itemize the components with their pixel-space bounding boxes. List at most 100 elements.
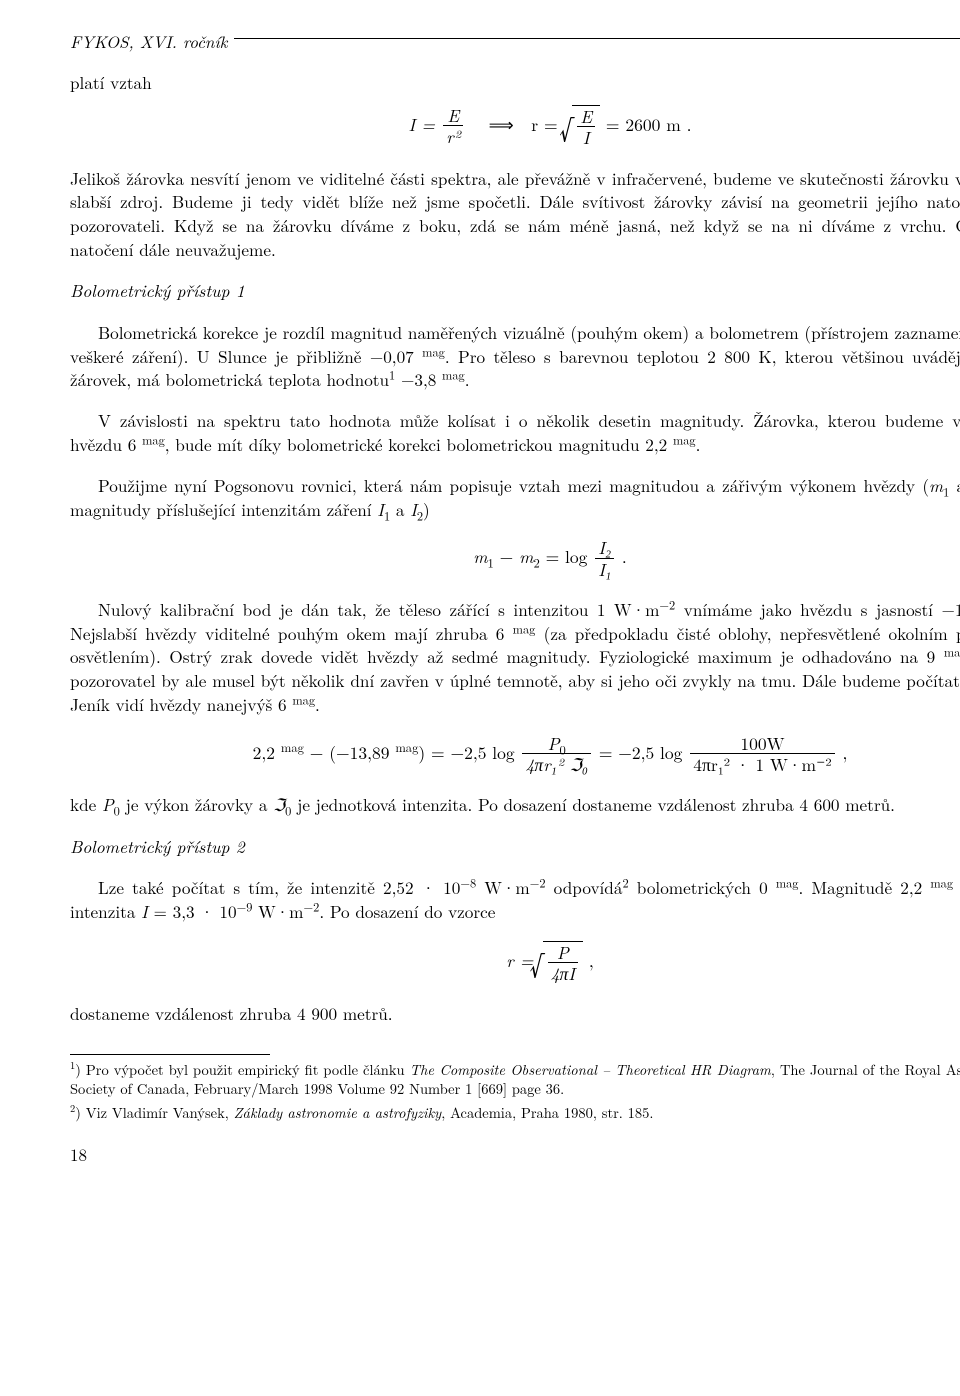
paragraph-2c: Použijme nyní Pogsonovu rovnici, která n…	[70, 474, 960, 521]
p2a-sup-mag: mag	[422, 342, 445, 360]
eq1-frac-den: r²	[443, 126, 463, 148]
p4-mid1: je výkon žárovky a	[120, 792, 273, 816]
p3-pre: Nulový kalibrační bod je dán tak, že těl…	[98, 597, 659, 621]
eq3-sup-mag: mag	[281, 738, 304, 756]
p2a-sup-mag2: mag	[442, 366, 465, 384]
p5-sup-n9: −9	[237, 897, 253, 915]
running-head: FYKOS, XVI. ročník	[70, 30, 960, 53]
p4-mid2: je jednotková intenzita. Po dosazení dos…	[291, 792, 895, 816]
eq3-c: ) = −2,5 log	[418, 739, 520, 764]
eq3-frac1: P0 4πr₁² ℑ₀	[522, 734, 591, 776]
p2c-and2: a	[390, 497, 410, 521]
p5-sup-n2: −2	[530, 873, 546, 891]
footnote-1: 1) Pro výpočet byl použit empirický fit …	[70, 1061, 960, 1100]
p2c-pre: Použijme nyní Pogsonovu rovnici, která n…	[98, 473, 929, 497]
footnote-2: 2) Viz Vladimír Vanýsek, Základy astrono…	[70, 1104, 960, 1124]
eq1-sqrt-arg: E I	[572, 105, 600, 149]
eq2-frac-num: I₂	[595, 538, 614, 558]
eq4-sqrt-arg: P 4πI	[543, 941, 583, 985]
paragraph-5: Lze také počítat s tím, že intenzitě 2,5…	[70, 876, 960, 923]
footnotes: 1) Pro výpočet byl použit empirický fit …	[70, 1061, 960, 1124]
fn2-ital: Základy astronomie a astrofyziky	[234, 1103, 442, 1123]
p5-sup-n2b: −2	[304, 897, 320, 915]
eq2-minus: −	[494, 544, 519, 569]
equation-3: 2,2 mag − (−13,89 mag) = −2,5 log P0 4πr…	[70, 734, 960, 776]
paragraph-4: kde P0 je výkon žárovky a ℑ0 je jednotko…	[70, 793, 960, 817]
paragraph-3: Nulový kalibrační bod je dán tak, že těl…	[70, 598, 960, 717]
equation-1: I = E r² ⟹ r = √ E I = 2600 m .	[70, 105, 960, 149]
eq1-rhs: = 2600 m .	[606, 112, 692, 137]
paragraph-6: dostaneme vzdálenost zhruba 4 900 metrů.	[70, 1002, 960, 1026]
heading-bolo-1: Bolometrický přístup 1	[70, 279, 960, 303]
p2b-sup2: mag	[673, 430, 696, 448]
p5-sup-mag2: mag	[930, 873, 953, 891]
equation-2: m1 − m2 = log I₂ I₁ .	[70, 538, 960, 580]
fn1-ital: The Composite Observational – Theore­tic…	[410, 1060, 771, 1080]
eq4-num: P	[548, 943, 578, 963]
p3-sup-neg2: −2	[659, 595, 675, 613]
heading-bolo-2: Bolometrický přístup 2	[70, 835, 960, 859]
intro-line: platí vztah	[70, 71, 960, 95]
eq3-f2-num: 100W	[690, 734, 834, 754]
eq1-I: I =	[409, 112, 442, 137]
p5-d: . Magnitudě 2,2	[799, 875, 931, 899]
eq2-eq: = log	[540, 544, 593, 569]
eq4-sqrt: √ P 4πI	[540, 941, 583, 985]
p2b-mid: , bude mít díky bolometrické korekci bol…	[165, 432, 673, 456]
running-head-text: FYKOS, XVI. ročník	[70, 30, 228, 53]
equation-4: r = √ P 4πI ,	[70, 941, 960, 985]
eq3-sup-mag2: mag	[395, 738, 418, 756]
eq1-sqrt-num: E	[577, 107, 595, 127]
eq1-sqrt-den: I	[577, 127, 595, 149]
p2c-and: a	[949, 473, 960, 497]
fn2-a: ) Viz Vladimír Vanýsek,	[75, 1103, 233, 1123]
eq2-frac: I₂ I₁	[595, 538, 614, 580]
p5-I: I	[141, 899, 148, 923]
eq1-implies: ⟹ r =	[471, 112, 563, 137]
eq3-a: 2,2	[253, 739, 281, 764]
p2b-sup1: mag	[142, 430, 165, 448]
p5-c: bolometrických 0	[629, 875, 776, 899]
p5-b: odpovídá	[546, 875, 623, 899]
eq3-e: ,	[842, 739, 847, 764]
p3-sup-mag3: mag	[944, 643, 960, 661]
eq4-comma: ,	[589, 948, 594, 973]
footnote-rule	[70, 1054, 270, 1055]
p5-sup-mag: mag	[776, 873, 799, 891]
p5-pre: Lze také počítat s tím, že intenzitě 2,5…	[98, 875, 460, 899]
eq3-f1-num: P0	[522, 734, 591, 754]
p3-a: vnímáme jako hvězdu s jasností −13,89	[675, 597, 960, 621]
paragraph-2a: Bolometrická korekce je rozdíl magnitud …	[70, 321, 960, 392]
page-number: 18	[70, 1143, 960, 1166]
p4-P0: P	[102, 792, 114, 816]
fn1-a: ) Pro výpočet byl použit empirický fit p…	[75, 1060, 409, 1080]
eq4-den: 4πI	[548, 963, 578, 985]
eq2-dot: .	[622, 544, 627, 569]
fn2-b: , Academia, Praha 1980, str. 185.	[441, 1103, 653, 1123]
eq3-f2-den: 4πr₁² · 1 W·m⁻²	[690, 754, 834, 776]
eq3-f1-den: 4πr₁² ℑ₀	[522, 754, 591, 776]
eq3-b: − (−13,89	[304, 739, 395, 764]
eq2-frac-den: I₁	[595, 559, 614, 581]
p2a-end: .	[465, 367, 470, 391]
p2a-tail: −3,8	[395, 367, 442, 391]
p3-sup-mag4: mag	[292, 690, 315, 708]
eq3-d: = −2,5 log	[599, 739, 688, 764]
p5-a: W·m	[476, 875, 530, 899]
p2c-I1: I	[377, 497, 384, 521]
paragraph-1: Jelikoš žárovka nesvítí jenom ve viditel…	[70, 167, 960, 262]
p5-sup-n8: −8	[460, 873, 476, 891]
p2c-I2: I	[410, 497, 417, 521]
eq1-frac: E r²	[443, 106, 463, 148]
p3-sup-mag2: mag	[513, 619, 536, 637]
eq2-m2: m	[519, 544, 533, 569]
eq2-m1: m	[473, 544, 487, 569]
p2c-end: )	[423, 497, 430, 521]
p4-I0: ℑ	[273, 792, 285, 816]
p5-g: W·m	[252, 899, 303, 923]
header-rule	[234, 38, 960, 39]
p4-pre: kde	[70, 792, 102, 816]
eq1-sqrt: √ E I	[569, 105, 600, 149]
paragraph-2b: V závislosti na spektru tato hodnota můž…	[70, 409, 960, 456]
p5-h: . Po dosazení do vzorce	[319, 899, 495, 923]
